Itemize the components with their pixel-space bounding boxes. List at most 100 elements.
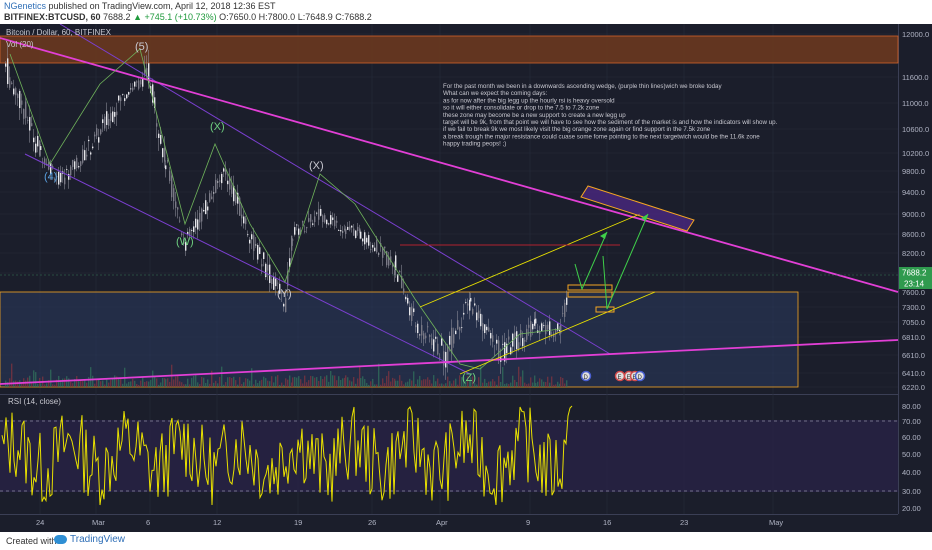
volume-bar (175, 376, 177, 387)
candle (39, 140, 41, 156)
volume-bar (314, 377, 316, 387)
candle (449, 335, 451, 345)
candle (382, 247, 384, 258)
price-tick: 10600.0 (902, 125, 929, 134)
volume-bar (380, 384, 382, 387)
change-up-icon: ▲ (133, 12, 142, 22)
author-link[interactable]: NGenetics (4, 1, 47, 11)
candle (359, 228, 361, 234)
time-axis[interactable]: 24 Mar 6 12 19 26 Apr 9 16 23 May (36, 518, 783, 527)
volume-bar (324, 376, 326, 387)
support-zone-orange (0, 291, 799, 388)
chart-canvas[interactable]: 12000.0 11600.0 11000.0 10600.0 10200.0 9800.… (0, 24, 932, 532)
candle (158, 133, 160, 138)
volume-bar (189, 384, 191, 387)
volume-bar (413, 371, 415, 387)
volume-bar (86, 382, 88, 387)
candle (136, 81, 138, 83)
annotation-line: target will be 9k, from that point we wi… (443, 119, 778, 126)
time-tick: 6 (146, 518, 150, 527)
candle (370, 248, 372, 250)
candle (94, 134, 96, 137)
wave-label: (X) (210, 121, 225, 133)
volume-bar (237, 384, 239, 387)
candle (560, 324, 562, 334)
candle (148, 63, 150, 84)
candle (431, 338, 433, 346)
volume-bar (253, 384, 255, 387)
volume-bar (213, 382, 215, 387)
candle (106, 111, 108, 125)
volume-bar (207, 379, 209, 387)
ohlc-low: L:7648.9 (297, 12, 333, 22)
volume-bar (304, 375, 306, 387)
elliott-wave-path (9, 48, 561, 370)
volume-bar (340, 380, 342, 387)
volume-bar (249, 380, 251, 387)
candle (217, 181, 219, 183)
candle (29, 117, 31, 131)
projection-arrow-1 (574, 231, 608, 291)
candle (545, 324, 547, 335)
candle (467, 303, 469, 306)
candle (64, 177, 66, 185)
candle (251, 234, 253, 240)
target-zone-7600 (567, 284, 613, 291)
volume-bar (21, 383, 23, 387)
candle (502, 343, 504, 345)
volume-bar (470, 377, 472, 387)
main-legend[interactable]: Bitcoin / Dollar, 60, BITFINEX (6, 28, 112, 37)
candle (207, 206, 209, 211)
tradingview-logo[interactable]: TradingView (54, 534, 125, 545)
volume-bar (342, 378, 344, 387)
candle (199, 212, 201, 223)
candle (80, 161, 82, 167)
candle (342, 231, 344, 233)
candle (82, 149, 84, 163)
rsi-legend[interactable]: RSI (14, close) (8, 397, 61, 406)
volume-legend[interactable]: Vol (20) (6, 40, 34, 49)
volume-bar (162, 377, 164, 387)
rsi-tick: 80.00 (902, 402, 921, 411)
candle (102, 119, 104, 124)
candle (160, 135, 162, 144)
volume-bar (179, 381, 181, 387)
annotation-note[interactable]: For the past month we been in a downward… (443, 83, 778, 148)
candle (187, 231, 189, 235)
candle (164, 147, 166, 162)
volume-bar (526, 384, 528, 387)
price-axis[interactable]: 12000.0 11600.0 11000.0 10600.0 10200.0 9800.… (902, 30, 929, 392)
candle (388, 256, 390, 266)
candle (130, 88, 132, 90)
volume-bar (401, 380, 403, 387)
candle (144, 69, 146, 75)
event-markers[interactable]: D E E E D (580, 370, 646, 382)
volume-bar (496, 384, 498, 387)
candle (557, 323, 559, 331)
candle (225, 169, 227, 175)
rsi-axis[interactable]: 80.00 70.00 60.00 50.00 40.00 30.00 20.00 (902, 402, 921, 513)
chart-area[interactable]: 12000.0 11600.0 11000.0 10600.0 10200.0 9800.… (0, 24, 932, 532)
rsi-tick: 30.00 (902, 487, 921, 496)
candle (5, 63, 7, 67)
volume-bar (353, 377, 355, 387)
volume-bar (7, 382, 9, 387)
candle (189, 229, 191, 236)
volume-bar (130, 381, 132, 387)
volume-bar (374, 384, 376, 387)
volume-bar (409, 378, 411, 387)
candle (21, 100, 23, 105)
candle (42, 161, 44, 163)
candle (308, 218, 310, 222)
candle (114, 112, 116, 117)
volume-bar (328, 381, 330, 387)
candle (349, 226, 351, 230)
volume-bar (100, 381, 102, 387)
dividend-marker-icon[interactable] (634, 370, 646, 382)
volume-bar (541, 379, 543, 387)
candle (104, 116, 106, 129)
volume-bar (70, 381, 72, 387)
volume-bar (562, 377, 564, 387)
dividend-marker-icon[interactable] (580, 370, 592, 382)
volume-bar (46, 383, 48, 387)
